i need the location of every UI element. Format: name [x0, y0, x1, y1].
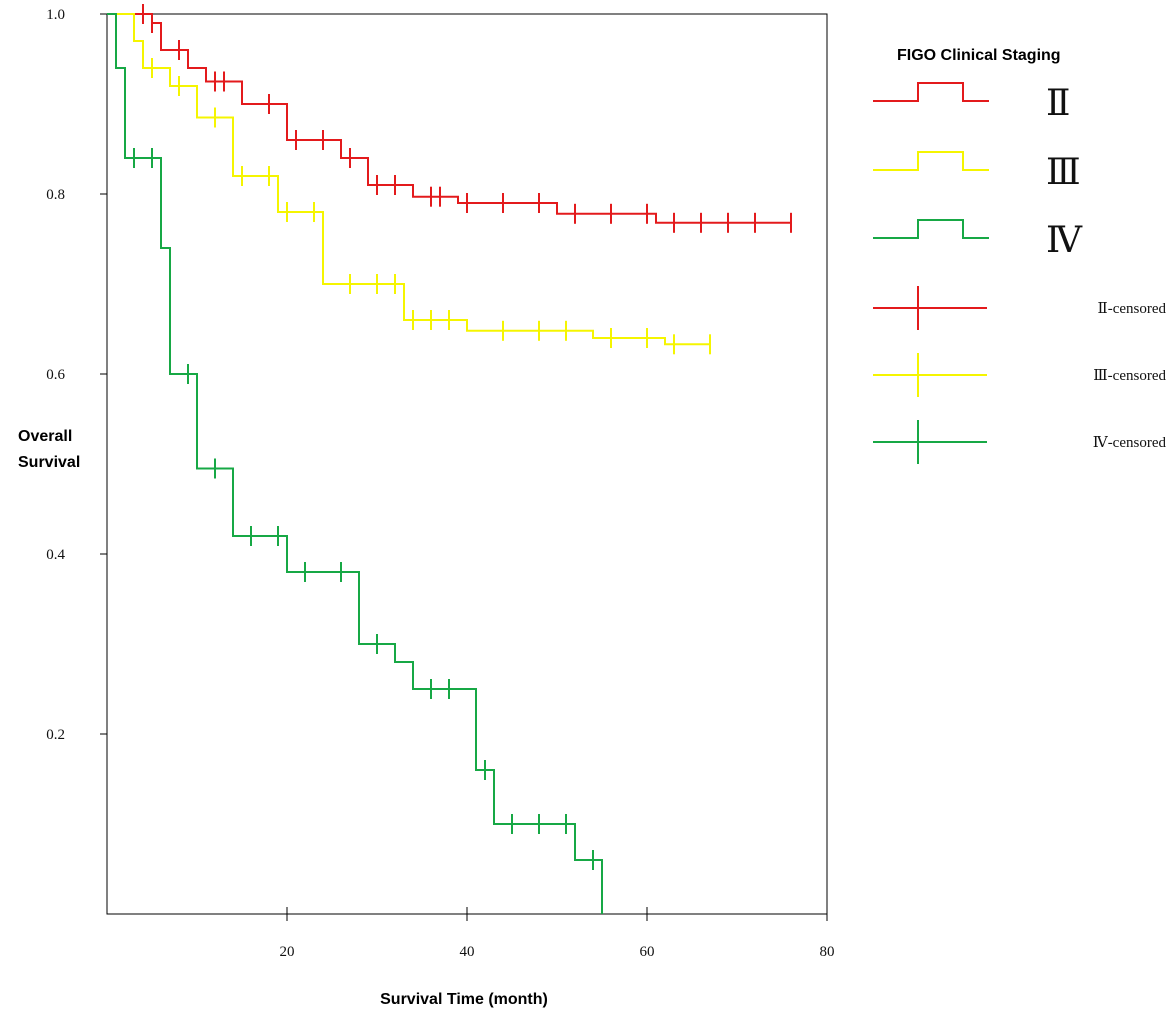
legend-step-swatch: [873, 151, 989, 171]
series-layer: [107, 4, 792, 914]
y-tick-label: 0.8: [46, 187, 65, 203]
x-axis-title: Survival Time (month): [380, 991, 548, 1008]
series-line: [107, 13, 791, 224]
legend-censor-label: Ⅱ-censored: [1098, 301, 1167, 317]
y-axis-title-line-2: Survival: [18, 454, 80, 471]
legend-censor-label: Ⅲ-censored: [1093, 368, 1166, 384]
legend-step-swatch: [873, 82, 989, 102]
y-axis-ticks: 0.2 0.4 0.6 0.8 1.0: [46, 7, 107, 743]
legend: Ⅱ Ⅲ Ⅳ Ⅱ-censored Ⅲ-censored Ⅳ-censored: [873, 82, 1167, 464]
x-tick-label: 40: [460, 944, 475, 960]
series-group: [107, 4, 792, 233]
y-tick-label: 1.0: [46, 7, 65, 23]
legend-step-label: Ⅲ: [1046, 152, 1081, 192]
y-axis-title-line-1: Overall: [18, 428, 72, 445]
x-tick-label: 20: [280, 944, 295, 960]
series-group: [107, 13, 603, 914]
y-tick-label: 0.4: [46, 547, 65, 563]
legend-censor-label: Ⅳ-censored: [1093, 435, 1167, 451]
series-line: [107, 13, 710, 346]
series-group: [107, 13, 711, 355]
x-axis-ticks: 20 40 60 80: [280, 907, 835, 960]
y-tick-label: 0.2: [46, 727, 65, 743]
legend-step-label: Ⅳ: [1046, 220, 1083, 260]
x-tick-label: 60: [640, 944, 655, 960]
legend-title: FIGO Clinical Staging: [897, 47, 1061, 64]
x-tick-label: 80: [820, 944, 835, 960]
legend-step-swatch: [873, 219, 989, 239]
series-line: [107, 13, 603, 914]
legend-step-label: Ⅱ: [1046, 83, 1070, 123]
y-tick-label: 0.6: [46, 367, 65, 383]
